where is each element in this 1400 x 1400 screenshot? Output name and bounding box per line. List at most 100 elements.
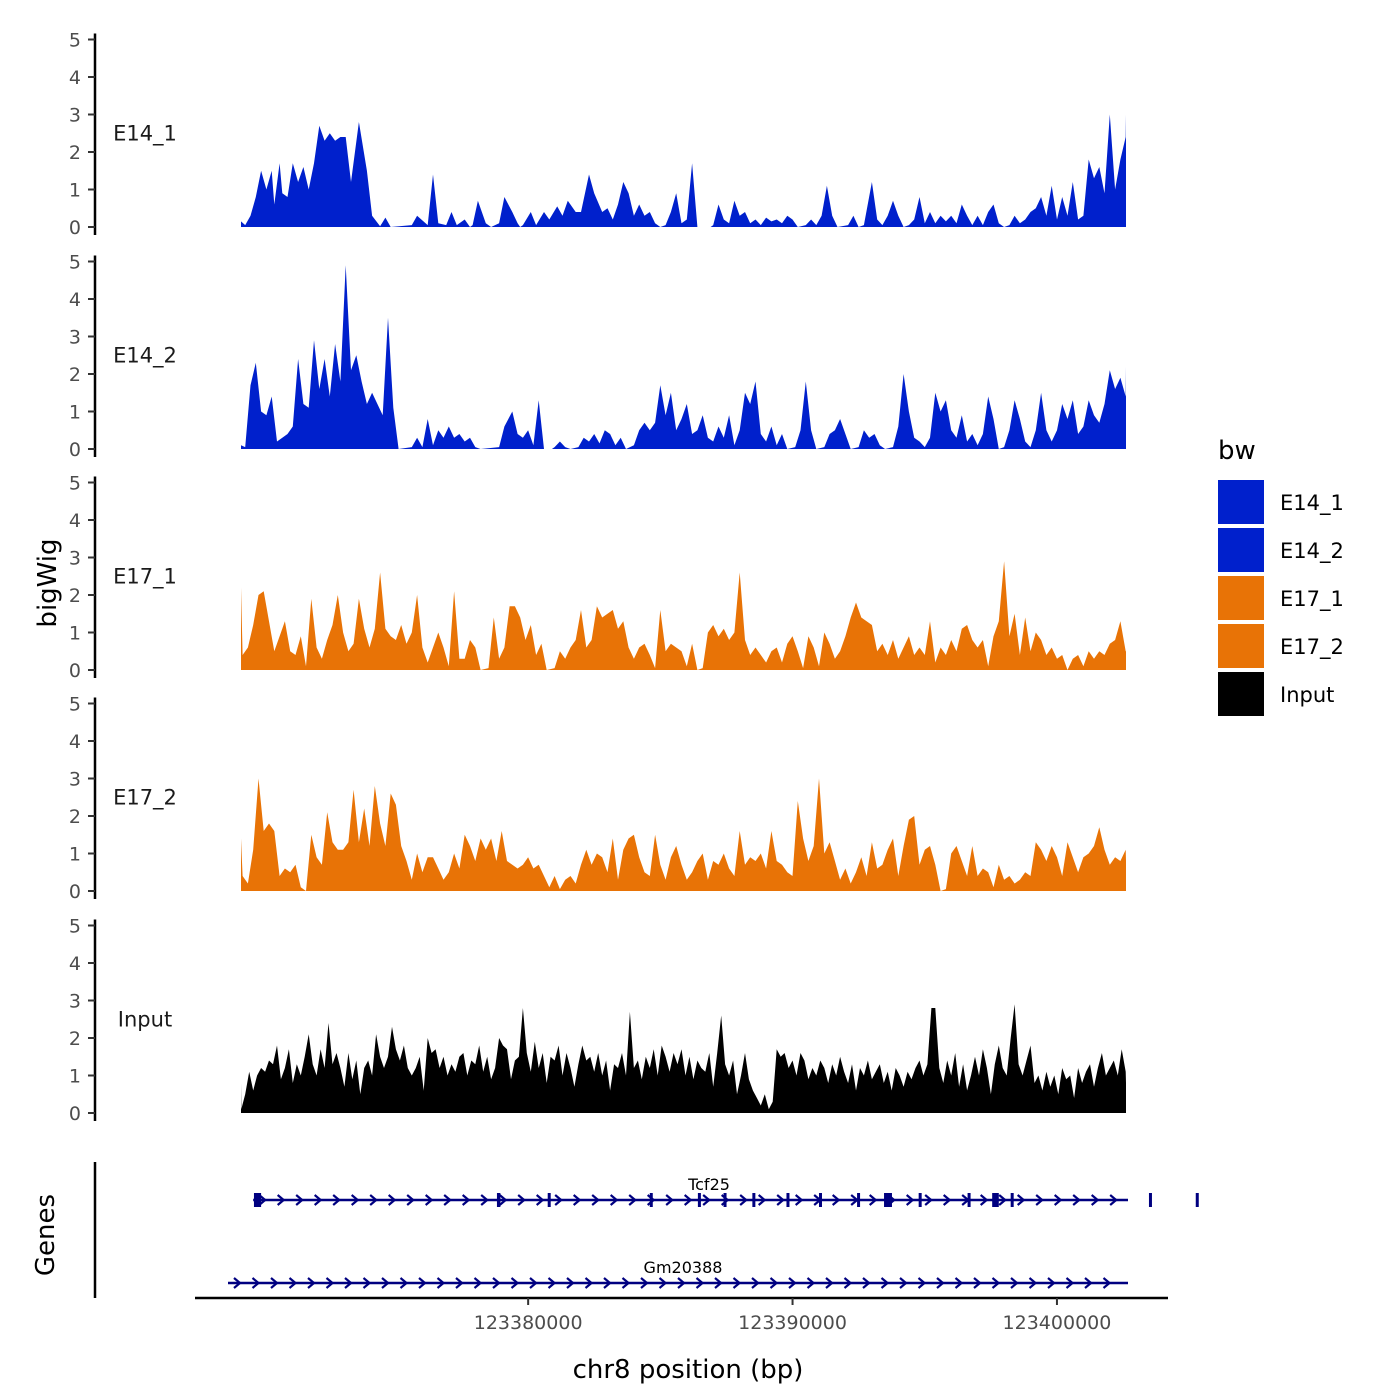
strand-arrow [258,1194,267,1206]
legend: bw E14_1 E14_2 E17_1 E17_2 Input [1218,436,1344,716]
y-tick-label: 1 [69,1066,81,1088]
exon [697,1193,701,1207]
strand-arrow [251,1277,261,1289]
y-tick-label: 2 [69,364,81,386]
strand-arrow [473,1277,483,1289]
exon [649,1193,653,1207]
track-label: E17_1 [113,564,177,589]
y-tick-label: 0 [69,1103,81,1125]
strand-arrow [905,1194,915,1206]
strand-arrow [831,1194,841,1206]
strand-arrow [406,1194,415,1206]
strand-arrow [751,1277,760,1289]
track-label: E14_2 [113,343,177,368]
y-tick-label: 0 [69,439,81,461]
y-tick-label: 0 [69,881,81,903]
y-tick-label: 5 [69,252,81,274]
strand-arrow [498,1194,508,1206]
x-axis-title: chr8 position (bp) [573,1355,804,1385]
strand-arrow [683,1194,693,1206]
strand-arrow [880,1277,890,1289]
track-label: E14_1 [113,121,177,146]
strand-arrow [739,1194,748,1206]
track-label: E17_2 [113,785,177,810]
strand-arrow [270,1277,279,1289]
y-tick-label: 5 [69,916,81,938]
track-e17-1: 0 1 2 3 4 5 E17_1 [69,473,1126,682]
y-tick-label: 0 [69,660,81,682]
exon [918,1193,922,1207]
strand-arrow [899,1277,908,1289]
x-tick-label: 123400000 [1003,1312,1112,1334]
strand-arrow [1047,1277,1056,1289]
legend-item-e17-1: E17_1 [1218,576,1344,620]
strand-arrow [628,1194,637,1206]
track-e14-2: 0 1 2 3 4 5 E14_2 [69,252,1126,461]
track-input: 0 1 2 3 4 5 Input [69,916,1126,1125]
y-tick-label: 2 [69,806,81,828]
strand-arrow [794,1194,804,1206]
strand-arrow [288,1277,298,1289]
strand-arrow [1035,1194,1044,1206]
y-tick-label: 5 [69,694,81,716]
exon [752,1193,756,1207]
strand-arrow [1084,1277,1093,1289]
exon [884,1193,892,1207]
track-label: Input [118,1007,172,1031]
legend-label: E17_1 [1280,587,1344,612]
strand-arrow [510,1277,520,1289]
strand-arrow [529,1277,538,1289]
strand-arrow [547,1277,557,1289]
strand-arrow [979,1194,989,1206]
strand-arrow [332,1194,341,1206]
y-axis-title: bigWig [33,538,63,627]
gene-gm20388: Gm20388 [228,1258,1128,1289]
strand-arrow [1053,1194,1063,1206]
strand-arrow [399,1277,409,1289]
strand-arrow [769,1277,779,1289]
strand-arrow [825,1277,834,1289]
legend-swatch [1218,576,1264,620]
strand-arrow [924,1194,933,1206]
legend-swatch [1218,624,1264,668]
exon [786,1193,790,1207]
exon [1010,1193,1014,1207]
strand-arrow [621,1277,631,1289]
strand-arrow [732,1277,742,1289]
legend-label: E17_2 [1280,635,1344,660]
strand-arrow [954,1277,964,1289]
strand-arrow [862,1277,871,1289]
legend-label: E14_1 [1280,491,1344,516]
y-tick-label: 3 [69,105,81,127]
strand-arrow [492,1277,501,1289]
strand-arrow [443,1194,452,1206]
y-tick-label: 2 [69,585,81,607]
strand-arrow [307,1277,316,1289]
y-tick-label: 2 [69,1028,81,1050]
strand-arrow [369,1194,378,1206]
strand-arrow [609,1194,619,1206]
coverage-area-e14-1 [241,80,1126,227]
strand-arrow [1010,1277,1019,1289]
exon [496,1193,501,1207]
exon [1148,1193,1152,1207]
strand-arrow [1102,1277,1112,1289]
y-tick-label: 3 [69,991,81,1013]
strand-arrow [702,1194,711,1206]
y-tick-label: 3 [69,548,81,570]
strand-arrow [695,1277,705,1289]
x-tick-label: 123390000 [738,1312,847,1334]
y-tick-label: 3 [69,769,81,791]
strand-arrow [973,1277,982,1289]
legend-item-e14-2: E14_2 [1218,528,1344,572]
legend-swatch [1218,672,1264,716]
strand-arrow [480,1194,489,1206]
coverage-area-e14-2 [241,265,1126,449]
legend-title: bw [1218,436,1256,466]
y-tick-label: 3 [69,327,81,349]
exon [857,1193,861,1207]
strand-arrow [868,1194,878,1206]
strand-arrow [1072,1194,1081,1206]
strand-arrow [344,1277,353,1289]
strand-arrow [936,1277,945,1289]
